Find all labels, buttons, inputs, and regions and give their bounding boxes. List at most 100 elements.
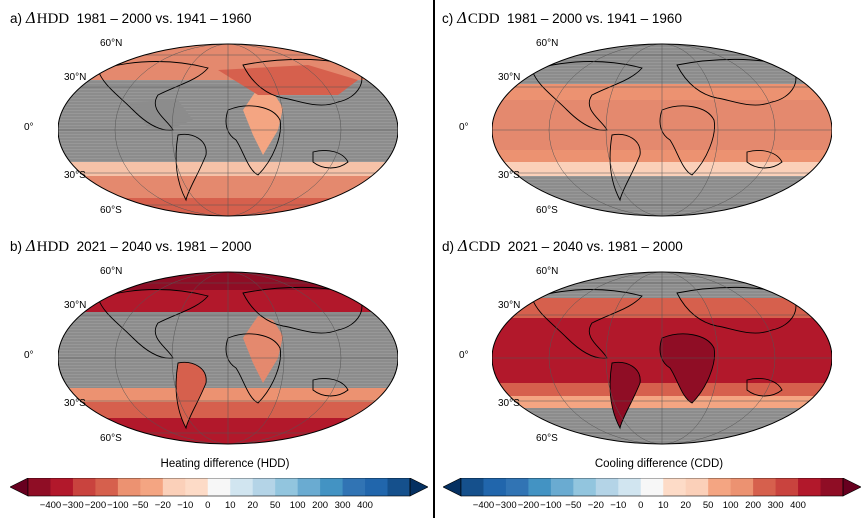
panel-b-title: b) ΔHDD 2021 – 2040 vs. 1981 – 2000 [10, 237, 252, 255]
colorbar-segment [483, 478, 507, 496]
colorbar-tick-label: −50 [132, 500, 149, 511]
colorbar-segment [708, 478, 732, 496]
lat-label-60n: 60°N [536, 38, 559, 49]
lat-label-30s: 30°S [498, 398, 520, 409]
colorbar-tick-label: 300 [334, 500, 351, 511]
colorbar-tick-label: −400 [472, 500, 495, 511]
colorbar-extend-low [443, 478, 462, 497]
colorbar-segment [185, 478, 209, 496]
colorbar-segment [775, 478, 799, 496]
colorbar-segment [95, 478, 119, 496]
lat-label-0: 0° [459, 122, 469, 133]
colorbar-tick-label: 300 [767, 500, 784, 511]
colorbar-tick-label: −100 [107, 500, 129, 511]
colorbar-segment [252, 478, 276, 496]
lat-label-60n: 60°N [100, 38, 123, 49]
lat-label-60s: 60°S [100, 205, 122, 216]
map-panel-d [492, 271, 832, 445]
colorbar-segment [50, 478, 74, 496]
colorbar-tick-label: −10 [610, 500, 627, 511]
colorbar-segment [28, 478, 51, 496]
colorbar-segment [230, 478, 254, 496]
colorbar-segment [365, 478, 389, 496]
colorbar-segment [275, 478, 299, 496]
map-panel-b [58, 271, 398, 445]
lat-label-30n: 30°N [64, 300, 87, 311]
lat-label-0: 0° [459, 350, 469, 361]
colorbar-segment [798, 478, 822, 496]
lat-label-30n: 30°N [64, 72, 87, 83]
colorbar-segment [461, 478, 484, 496]
colorbar-tick-label: 10 [224, 500, 236, 511]
colorbar-cooling-label: Cooling difference (CDD) [594, 458, 724, 470]
lat-label-60s: 60°S [536, 205, 558, 216]
colorbar-tick-label: 100 [722, 500, 739, 511]
colorbar-tick-label: 10 [657, 500, 669, 511]
colorbar-tick-label: −100 [540, 500, 562, 511]
colorbar-segment [730, 478, 754, 496]
colorbar-segment [505, 478, 529, 496]
colorbar-tick-label: 20 [247, 500, 258, 511]
lat-label-30n: 30°N [498, 300, 521, 311]
lat-label-30s: 30°S [64, 398, 86, 409]
colorbar-tick-label: −50 [565, 500, 582, 511]
colorbar-segment [573, 478, 597, 496]
colorbar-tick-label: 400 [357, 500, 373, 511]
colorbar-segment [528, 478, 552, 496]
colorbar-segment [820, 478, 844, 496]
colorbar-tick-label: 50 [269, 500, 281, 511]
colorbar-tick-label: −400 [39, 500, 62, 511]
colorbar-segment [753, 478, 777, 496]
colorbar-tick-label: −10 [177, 500, 194, 511]
colorbar-tick-label: 0 [638, 500, 644, 511]
colorbar-tick-label: 50 [702, 500, 714, 511]
colorbar-extend-high [409, 478, 428, 497]
colorbar-tick-label: −300 [62, 500, 84, 511]
colorbar-segment [663, 478, 687, 496]
colorbar-segment [297, 478, 321, 496]
colorbar-tick-label: 20 [680, 500, 691, 511]
panel-a-title: a) ΔHDD 1981 – 2000 vs. 1941 – 1960 [10, 9, 252, 27]
lat-label-60s: 60°S [100, 433, 122, 444]
lat-label-30s: 30°S [498, 170, 520, 181]
colorbar-tick-label: −200 [517, 500, 540, 511]
colorbar-tick-label: 400 [790, 500, 806, 511]
colorbar-segment [595, 478, 619, 496]
colorbar-extend-high [842, 478, 861, 497]
colorbar-segment [685, 478, 709, 496]
colorbar-border [460, 478, 844, 497]
colorbar-tick-label: 0 [205, 500, 211, 511]
colorbar-border [27, 478, 411, 497]
colorbar-heating [10, 478, 428, 497]
panel-c-title: c) ΔCDD 1981 – 2000 vs. 1941 – 1960 [442, 9, 682, 27]
lat-label-60n: 60°N [536, 266, 559, 277]
lat-label-0: 0° [24, 122, 34, 133]
map-panel-c [492, 43, 832, 217]
panel-d-title: d) ΔCDD 2021 – 2040 vs. 1981 – 2000 [442, 237, 683, 255]
colorbar-segment [320, 478, 344, 496]
colorbar-heating-label: Heating difference (HDD) [160, 458, 290, 470]
colorbar-tick-label: −300 [495, 500, 517, 511]
colorbar-segment [550, 478, 574, 496]
colorbar-tick-label: 200 [312, 500, 329, 511]
colorbar-tick-label: 100 [289, 500, 306, 511]
colorbar-extend-low [10, 478, 29, 497]
colorbar-segment [342, 478, 366, 496]
colorbar-segment [72, 478, 96, 496]
colorbar-segment [207, 478, 231, 496]
lat-label-60n: 60°N [100, 266, 123, 277]
colorbar-segment [387, 478, 411, 496]
lat-label-30s: 30°S [64, 170, 86, 181]
colorbar-cooling [443, 478, 861, 497]
colorbar-segment [117, 478, 141, 496]
colorbar-segment [640, 478, 664, 496]
colorbar-tick-label: −20 [154, 500, 171, 511]
colorbar-tick-label: 200 [745, 500, 762, 511]
lat-label-30n: 30°N [498, 72, 521, 83]
colorbar-tick-label: −20 [587, 500, 604, 511]
lat-label-60s: 60°S [536, 433, 558, 444]
colorbar-segment [140, 478, 164, 496]
panel-divider [433, 0, 435, 518]
lat-label-0: 0° [24, 350, 34, 361]
map-panel-a [58, 43, 398, 217]
